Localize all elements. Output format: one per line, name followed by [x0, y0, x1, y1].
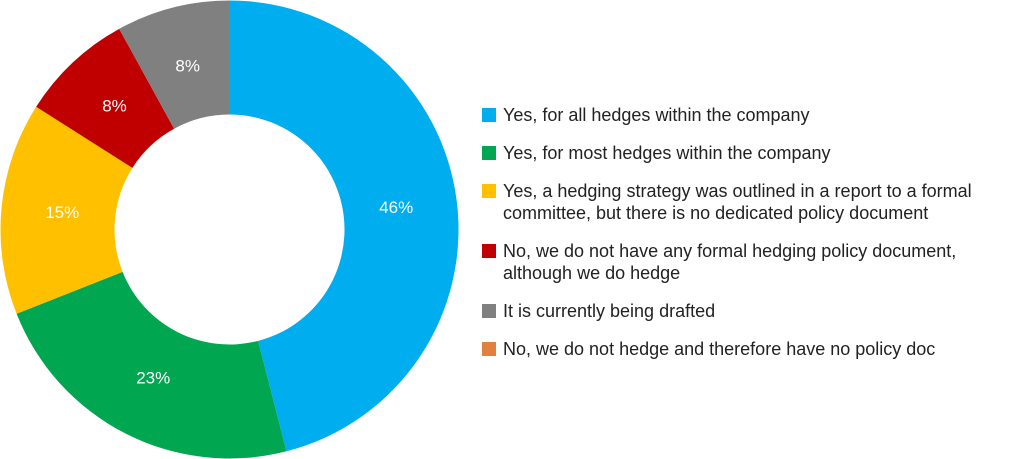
- legend-label: Yes, a hedging strategy was outlined in …: [503, 181, 972, 223]
- slice-label: 8%: [175, 56, 200, 75]
- legend: Yes, for all hedges within the company Ye…: [482, 104, 1007, 360]
- chart: 46% 23% 15% 8% 8%: [0, 0, 459, 459]
- legend-item: Yes, a hedging strategy was outlined in …: [482, 180, 1007, 224]
- slice: [229, 0, 459, 452]
- legend-swatch: [482, 244, 496, 258]
- legend-item: No, we do not have any formal hedging po…: [482, 240, 1007, 284]
- legend-label: Yes, for most hedges within the company: [503, 143, 831, 163]
- slice: [36, 28, 175, 168]
- slice-label: 8%: [102, 97, 127, 116]
- legend-swatch: [482, 108, 496, 122]
- legend-label: Yes, for all hedges within the company: [503, 105, 810, 125]
- slice: [0, 106, 133, 314]
- legend-swatch: [482, 184, 496, 198]
- legend-swatch: [482, 342, 496, 356]
- slice-label: 46%: [379, 198, 413, 217]
- legend-label: No, we do not have any formal hedging po…: [503, 241, 957, 283]
- legend-item: Yes, for all hedges within the company: [482, 104, 1007, 126]
- legend-label: It is currently being drafted: [503, 301, 716, 321]
- slice: [119, 0, 230, 129]
- slice-label: 23%: [136, 369, 170, 388]
- legend-swatch: [482, 146, 496, 160]
- legend-item: It is currently being drafted: [482, 300, 1007, 322]
- slice: [16, 271, 287, 459]
- legend-label: No, we do not hedge and therefore have n…: [503, 339, 936, 359]
- legend-swatch: [482, 304, 496, 318]
- slice-label: 15%: [45, 203, 79, 222]
- legend-item: Yes, for most hedges within the company: [482, 142, 1007, 164]
- legend-item: No, we do not hedge and therefore have n…: [482, 338, 1007, 360]
